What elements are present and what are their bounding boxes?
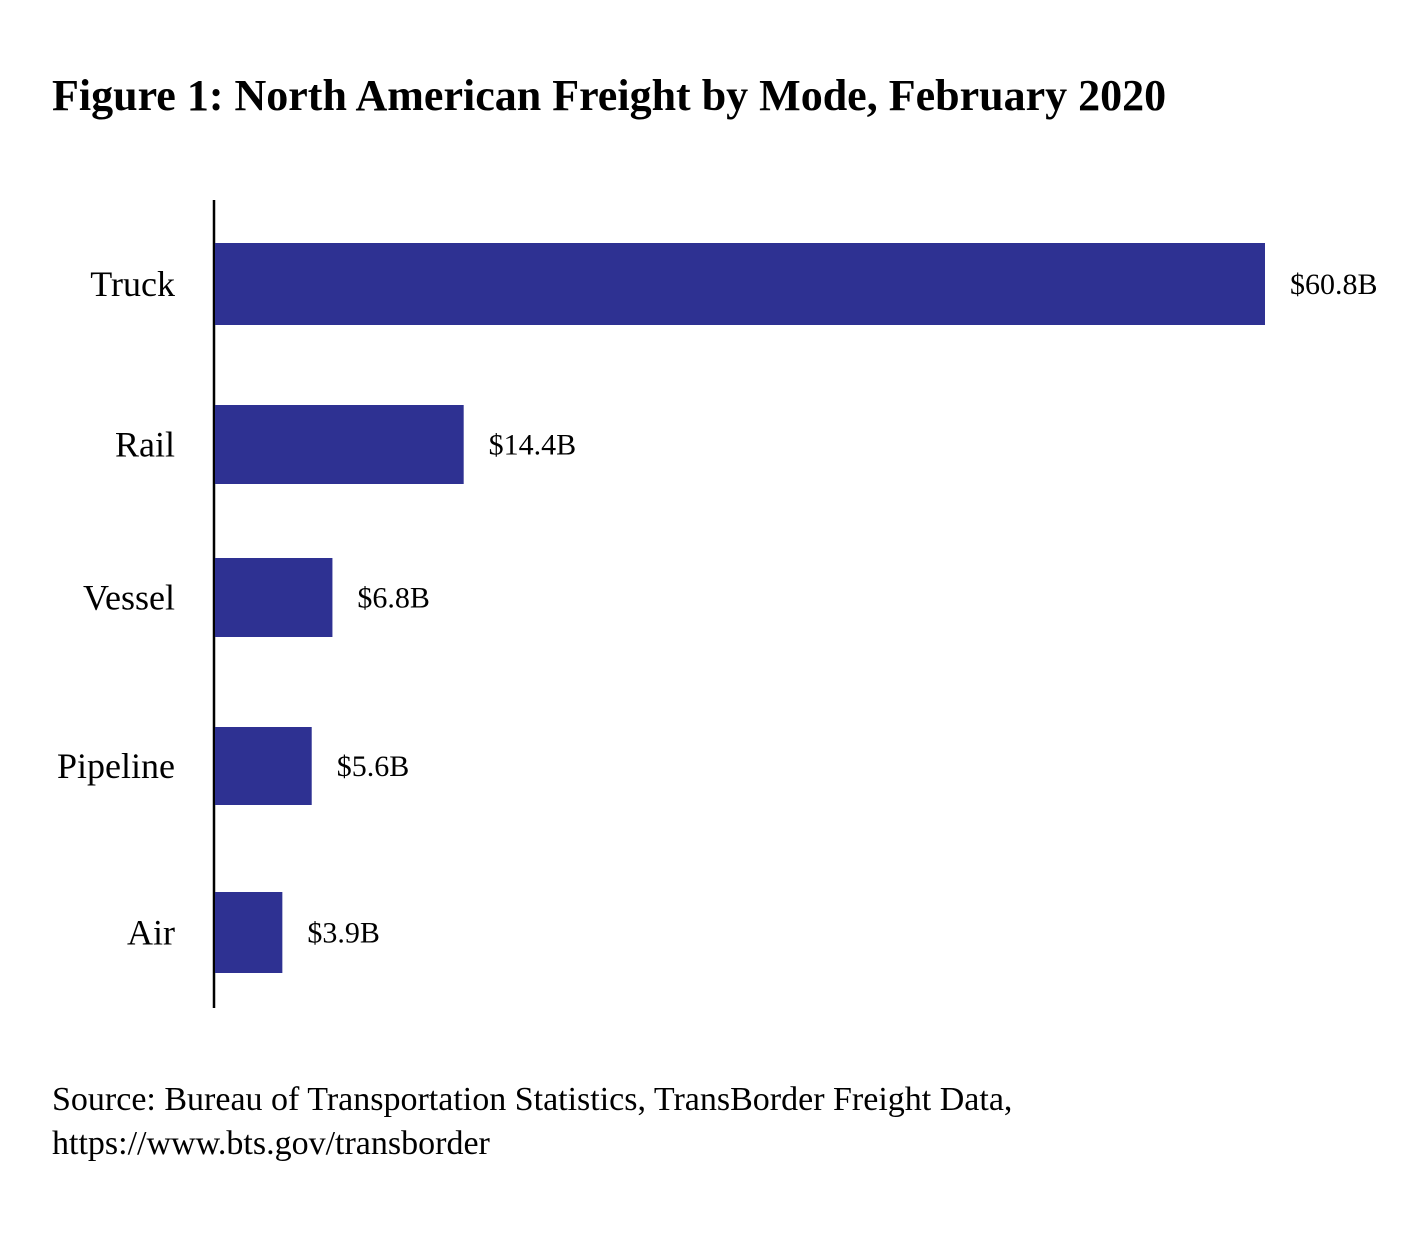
source-link[interactable]: https://www.bts.gov/transborder [52, 1125, 490, 1162]
category-label-pipeline: Pipeline [57, 746, 175, 786]
category-label-vessel: Vessel [83, 578, 175, 618]
source-note: Source: Bureau of Transportation Statist… [52, 1078, 1012, 1166]
data-label-vessel: $6.8B [357, 582, 430, 615]
category-label-air: Air [127, 913, 175, 953]
bar-truck [215, 243, 1265, 325]
data-label-truck: $60.8B [1290, 268, 1378, 301]
bar-air [215, 892, 283, 973]
data-label-rail: $14.4B [489, 429, 577, 462]
category-label-rail: Rail [115, 425, 175, 465]
source-line-1: Source: Bureau of Transportation Statist… [52, 1081, 1013, 1118]
bar-rail [215, 405, 464, 484]
bar-vessel [215, 558, 333, 637]
data-label-pipeline: $5.6B [337, 750, 410, 783]
chart-title: Figure 1: North American Freight by Mode… [52, 71, 1167, 120]
category-label-truck: Truck [90, 264, 175, 304]
data-label-air: $3.9B [307, 917, 380, 950]
bar-pipeline [215, 727, 312, 805]
